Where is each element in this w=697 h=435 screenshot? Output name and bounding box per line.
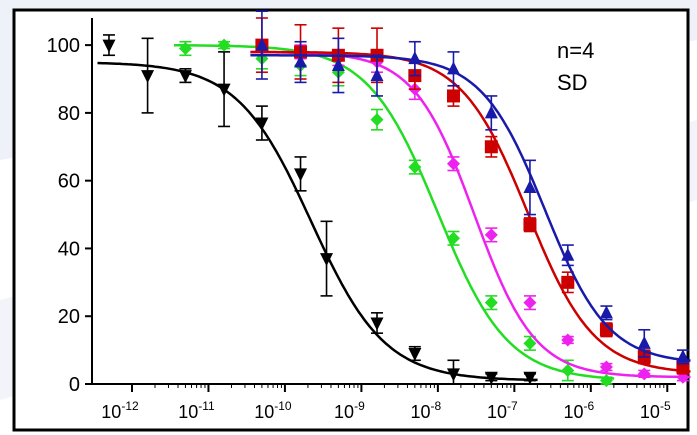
data-point-diamond: [178, 42, 192, 55]
data-point-diamond: [637, 367, 651, 381]
x-tick-label: 10-12: [101, 399, 139, 422]
x-tick-label: 10-9: [334, 399, 365, 422]
fit-curve-1: [174, 44, 615, 380]
data-point-triangle-down: [446, 368, 460, 382]
data-point-diamond: [370, 113, 384, 127]
data-point-triangle-down: [320, 253, 334, 267]
data-point-diamond: [408, 160, 422, 174]
data-point-triangle-up: [255, 37, 269, 51]
fit-curve-3: [250, 50, 691, 373]
data-point-triangle-down: [408, 348, 422, 361]
y-tick-label: 40: [58, 238, 80, 260]
data-point-triangle-up: [484, 105, 498, 119]
x-tick-label: 10-10: [254, 399, 292, 422]
data-point-triangle-down: [102, 39, 116, 53]
data-point-triangle-up: [561, 247, 575, 261]
x-tick-label: 10-8: [411, 399, 442, 422]
data-point-triangle-down: [370, 317, 384, 331]
y-tick-label: 80: [58, 103, 80, 125]
annotation-n: n=4: [557, 38, 595, 63]
data-point-triangle-down: [523, 371, 537, 385]
x-tick-label: 10-5: [640, 399, 671, 422]
data-point-triangle-up: [446, 61, 460, 75]
data-point-square: [484, 140, 498, 154]
data-point-triangle-down: [294, 168, 308, 182]
data-point-diamond: [599, 360, 613, 374]
fit-curve-0: [97, 61, 538, 382]
fit-curve-4: [250, 54, 691, 362]
x-tick-label: 10-7: [487, 399, 518, 422]
data-point-square: [523, 218, 537, 232]
data-point-diamond: [484, 228, 498, 242]
fit-curve-2: [250, 50, 691, 379]
data-point-diamond: [217, 38, 231, 52]
data-point-triangle-down: [484, 371, 498, 385]
data-point-diamond: [484, 296, 498, 310]
data-point-diamond: [446, 157, 460, 171]
data-point-diamond: [561, 333, 575, 347]
data-point-diamond: [523, 296, 537, 310]
data-point-square: [561, 275, 575, 289]
y-tick-label: 0: [69, 374, 80, 396]
data-point-diamond: [523, 336, 537, 350]
data-point-triangle-up: [370, 68, 384, 82]
data-point-square: [446, 89, 460, 103]
data-point-triangle-up: [408, 51, 422, 65]
data-point-square: [599, 323, 613, 337]
data-point-triangle-up: [523, 179, 537, 193]
data-point-diamond: [561, 363, 575, 377]
data-point-diamond: [599, 374, 613, 388]
data-point-triangle-down: [217, 83, 231, 97]
y-tick-label: 60: [58, 171, 80, 193]
data-point-triangle-up: [294, 54, 308, 68]
data-point-triangle-up: [331, 57, 345, 71]
data-point-diamond: [446, 231, 460, 245]
data-point-triangle-up: [599, 305, 613, 319]
y-tick-label: 100: [47, 35, 80, 57]
data-point-triangle-down: [178, 70, 192, 84]
data-point-triangle-down: [141, 70, 155, 84]
plot-frame: [12, 8, 690, 432]
x-tick-label: 10-6: [563, 399, 594, 422]
annotation-sd: SD: [557, 70, 588, 95]
data-point-triangle-up: [637, 335, 651, 349]
y-tick-label: 20: [58, 306, 80, 328]
data-point-triangle-down: [255, 117, 269, 131]
x-tick-label: 10-11: [178, 399, 215, 422]
data-point-triangle-up: [676, 349, 690, 363]
